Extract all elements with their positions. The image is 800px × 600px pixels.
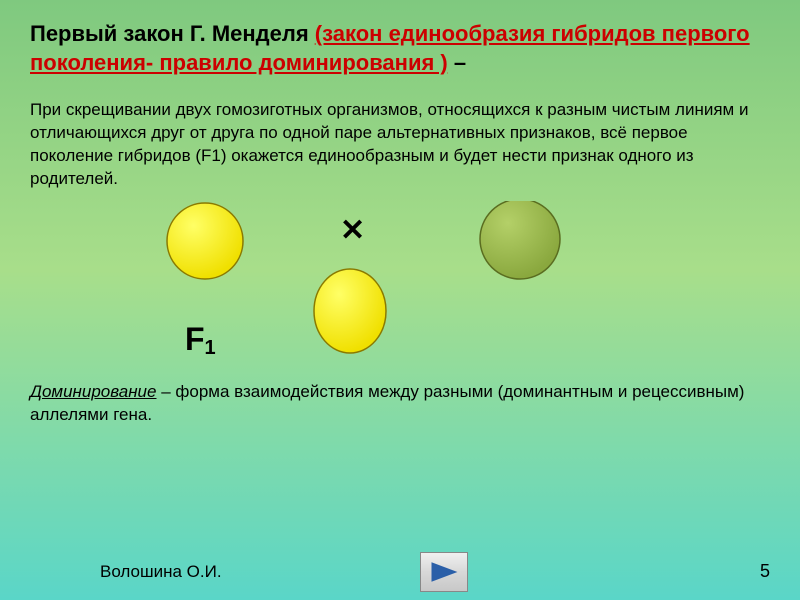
f1-label: F1	[185, 321, 216, 358]
page-number: 5	[760, 561, 770, 582]
definition-term: Доминирование	[30, 382, 156, 401]
slide-title: Первый закон Г. Менделя (закон единообра…	[30, 20, 770, 77]
main-paragraph: При скрещивании двух гомозиготных органи…	[30, 99, 770, 191]
offspring-yellow-ellipse	[314, 269, 386, 353]
title-dash: –	[448, 50, 466, 75]
parent-green-circle	[480, 201, 560, 279]
arrow-right-icon	[430, 561, 458, 583]
author-name: Волошина О.И.	[100, 562, 222, 582]
diagram-svg	[30, 201, 800, 371]
definition-paragraph: Доминирование – форма взаимодействия меж…	[30, 381, 770, 427]
f1-sub: 1	[205, 337, 216, 359]
title-part-1: Первый закон Г. Менделя	[30, 21, 315, 46]
f1-main: F	[185, 321, 205, 357]
cross-symbol: ✕	[340, 213, 365, 248]
genetics-diagram: ✕ F1	[30, 201, 770, 371]
slide-footer: Волошина О.И.	[0, 562, 800, 582]
parent-yellow-circle	[167, 203, 243, 279]
next-slide-button[interactable]	[420, 552, 468, 592]
slide: Первый закон Г. Менделя (закон единообра…	[0, 0, 800, 600]
